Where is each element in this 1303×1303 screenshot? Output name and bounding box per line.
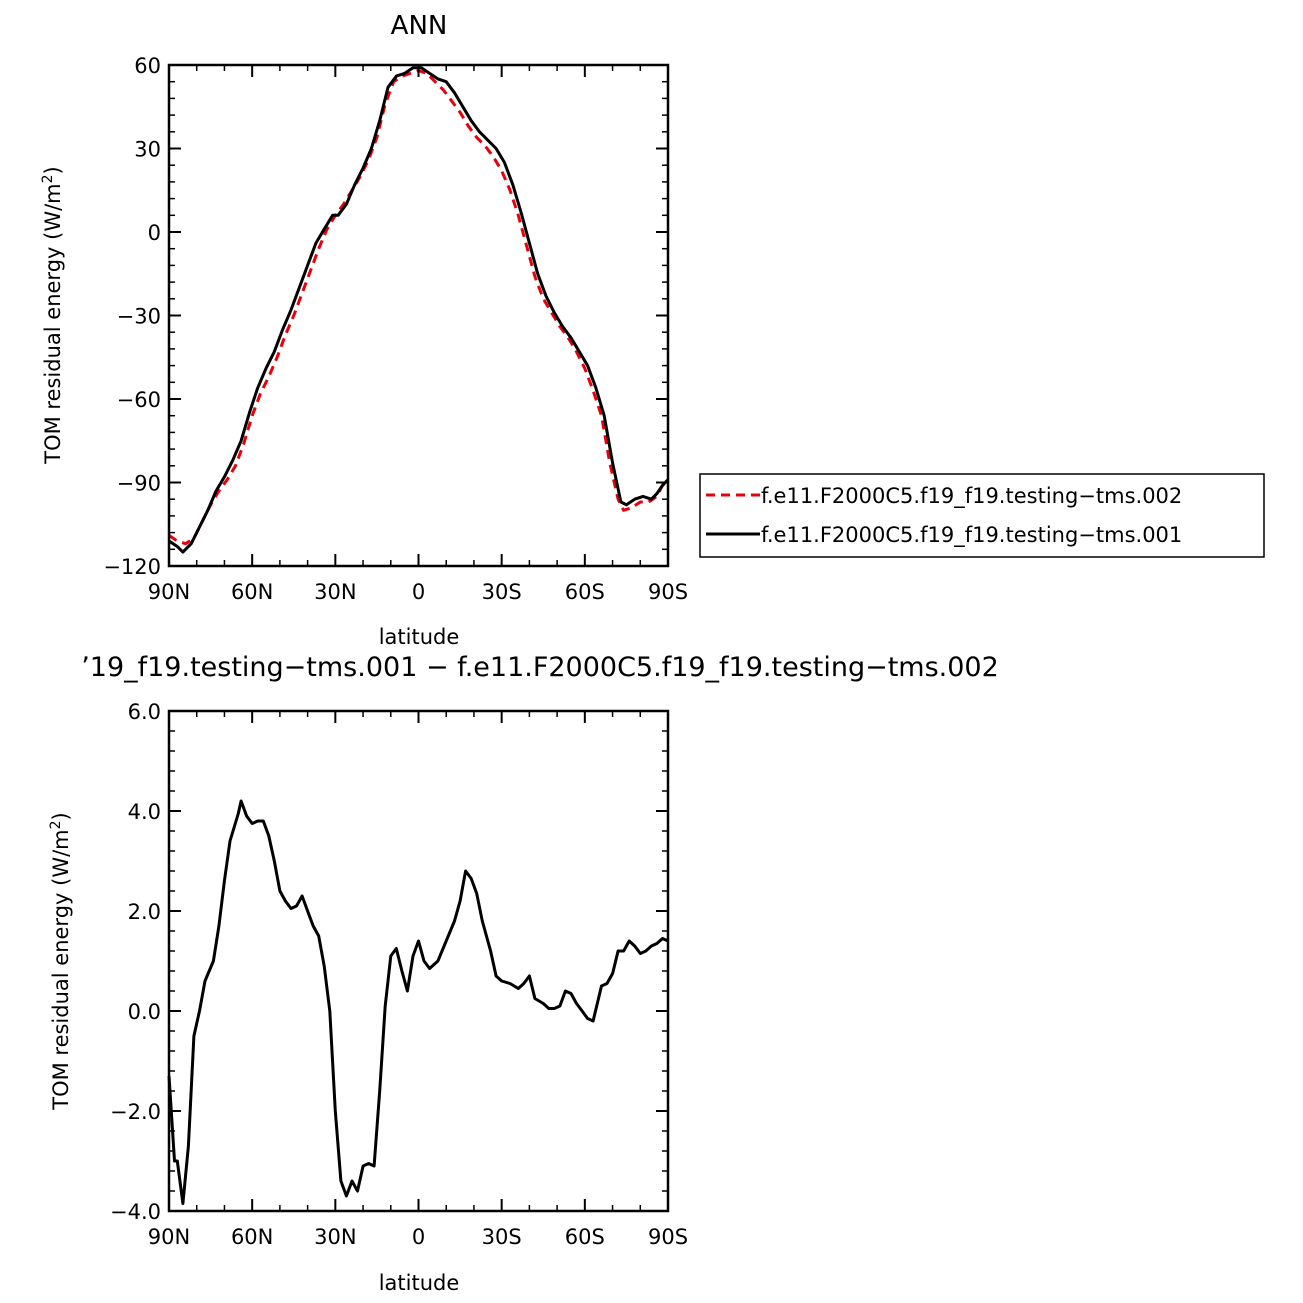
bottom-chart-x-label: latitude	[379, 1271, 460, 1295]
chart1-y-tick-label: 6.0	[128, 700, 161, 724]
chart0-y-tick-label: −60	[117, 388, 161, 412]
top-chart-title: ANN	[391, 11, 448, 41]
chart1-x-tick-label: 90S	[648, 1225, 688, 1249]
chart0-y-tick-label: −90	[117, 472, 161, 496]
chart1-x-tick-label: 60S	[565, 1225, 605, 1249]
chart0-x-tick-label: 90S	[648, 580, 688, 604]
chart1-y-tick-label: 4.0	[128, 800, 161, 824]
top-chart-y-label-main: TOM residual energy (W/m	[41, 183, 65, 464]
chart1-frame	[167, 709, 670, 1213]
chart0-x-tick-label: 60N	[231, 580, 273, 604]
top-chart-plot: 90N 60N 30N 0 30S 60S 90S 60 30 0 −30 −60 −90 −120	[103, 54, 688, 604]
top-chart-y-label: TOM residual energy (W/m2)	[40, 166, 65, 465]
chart0-y-tick-label: 0	[148, 221, 161, 245]
chart1-series-0-line	[167, 799, 669, 1205]
chart1-y-tick-label: 2.0	[128, 900, 161, 924]
chart1-x-tick-label: 30N	[314, 1225, 356, 1249]
bottom-chart-plot: 90N 60N 30N 0 30S 60S 90S 6.0 4.0 2.0 0.0 −2.0 −4.0	[110, 700, 688, 1249]
bottom-chart-y-label-close: )	[49, 812, 73, 820]
chart1-x-tick-label: 60N	[231, 1225, 273, 1249]
chart0-series-1-line	[168, 66, 670, 554]
chart1-y-tick-label: −4.0	[110, 1200, 161, 1224]
top-chart-legend: f.e11.F2000C5.f19_f19.testing−tms.002 f.…	[699, 473, 1265, 558]
chart0-x-tick-label: 60S	[565, 580, 605, 604]
chart0-frame	[167, 63, 670, 568]
bottom-chart-y-label-sup: 2	[48, 820, 64, 829]
chart0-x-tick-label: 0	[412, 580, 425, 604]
chart1-x-tick-label: 0	[412, 1225, 425, 1249]
top-chart-y-label-sup: 2	[40, 174, 56, 183]
bottom-chart-y-label: TOM residual energy (W/m2)	[48, 812, 73, 1111]
top-chart-y-label-close: )	[41, 166, 65, 174]
chart0-x-tick-label: 30S	[482, 580, 522, 604]
bottom-chart-y-label-main: TOM residual energy (W/m	[49, 829, 73, 1110]
legend-label-002: f.e11.F2000C5.f19_f19.testing−tms.002	[761, 484, 1182, 509]
top-chart-x-label: latitude	[379, 625, 460, 649]
chart1-y-tick-label: 0.0	[128, 1000, 161, 1024]
bottom-chart-title: ʼ19_f19.testing−tms.001 − f.e11.F2000C5.…	[81, 652, 999, 683]
chart1-x-tick-label: 30S	[482, 1225, 522, 1249]
chart0-y-tick-label: −30	[117, 305, 161, 329]
chart0-y-tick-label: −120	[103, 555, 161, 579]
chart0-y-tick-label: 60	[134, 54, 161, 78]
chart0-series-0-line	[168, 69, 669, 546]
top-chart: ANN 90N 60N 30N 0 30S 60S 90S 60 30 0 −30 −60 −90 −12…	[40, 11, 1265, 649]
chart1-y-tick-label: −2.0	[110, 1100, 161, 1124]
chart0-x-tick-label: 90N	[148, 580, 190, 604]
legend-label-001: f.e11.F2000C5.f19_f19.testing−tms.001	[761, 523, 1182, 548]
legend-box	[699, 473, 1265, 558]
bottom-chart: ʼ19_f19.testing−tms.001 − f.e11.F2000C5.…	[48, 652, 999, 1295]
chart0-x-tick-label: 30N	[314, 580, 356, 604]
chart1-x-tick-label: 90N	[148, 1225, 190, 1249]
chart0-y-tick-label: 30	[134, 138, 161, 162]
